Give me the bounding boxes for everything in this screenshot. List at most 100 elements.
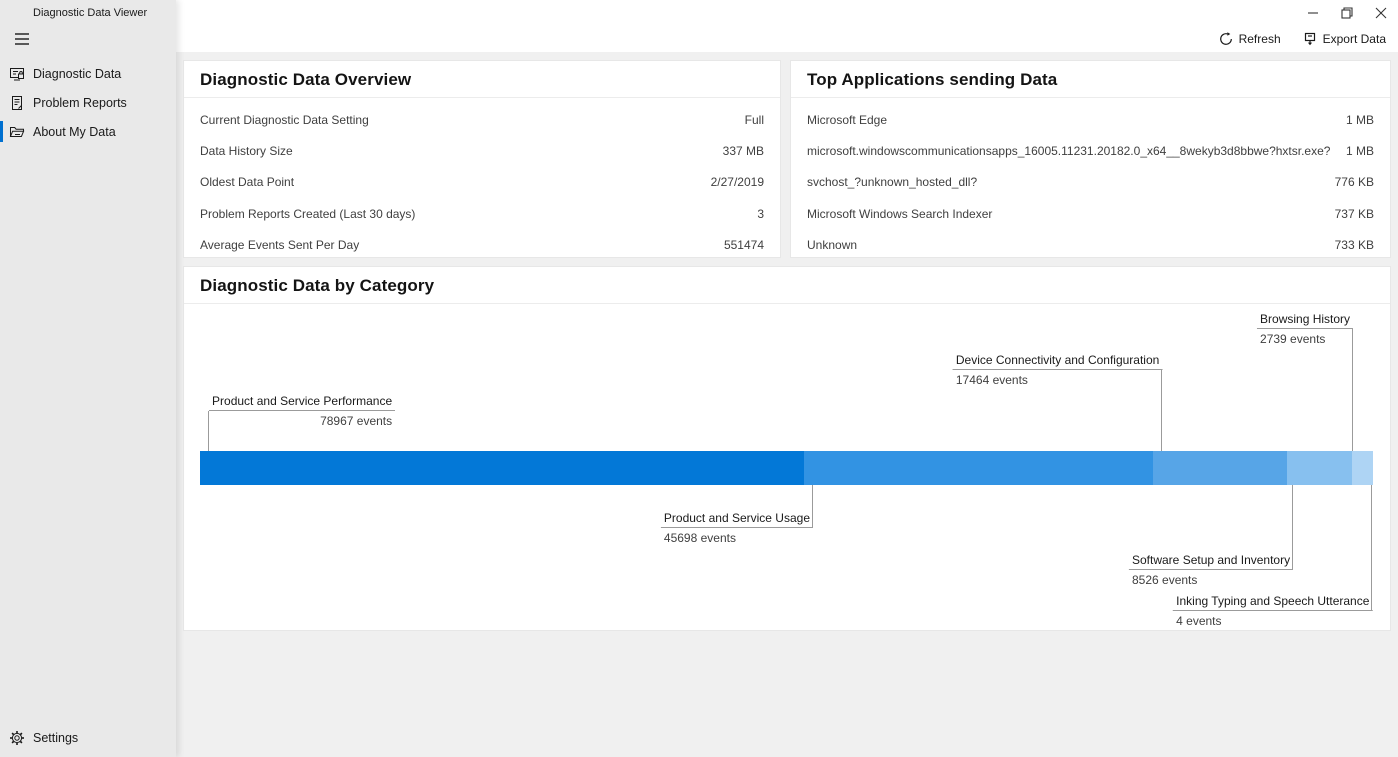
callout-category-label: Browsing History xyxy=(1257,312,1354,329)
callout-connector-line xyxy=(812,485,813,528)
row-value: 337 MB xyxy=(722,144,764,159)
bar-segment-product-and-service-usage[interactable] xyxy=(803,451,1154,485)
row-value: Full xyxy=(744,112,764,127)
callout-category-label: Product and Service Performance xyxy=(209,394,396,411)
window-controls xyxy=(1296,0,1398,26)
hamburger-menu-button[interactable] xyxy=(5,27,39,51)
table-row: Current Diagnostic Data Setting Full xyxy=(200,104,764,135)
table-row: Data History Size 337 MB xyxy=(200,135,764,166)
refresh-icon xyxy=(1219,32,1232,45)
cards-row: Diagnostic Data Overview Current Diagnos… xyxy=(183,60,1391,258)
export-data-icon xyxy=(1304,32,1315,46)
row-label: Average Events Sent Per Day xyxy=(200,238,360,253)
callout-events-count: 4 events xyxy=(1176,614,1222,628)
bar-segment-browsing-history[interactable] xyxy=(1351,451,1373,485)
command-bar: Refresh Export Data xyxy=(1215,27,1390,51)
row-label: Microsoft Edge xyxy=(807,112,888,127)
row-value: 1 MB xyxy=(1345,112,1374,127)
refresh-button[interactable]: Refresh xyxy=(1215,30,1285,48)
top-applications-card: Top Applications sending Data Microsoft … xyxy=(790,60,1391,258)
export-data-label: Export Data xyxy=(1322,32,1386,46)
main-area: Refresh Export Data Diagnostic Data Over… xyxy=(176,0,1398,757)
callout-category-label: Software Setup and Inventory xyxy=(1129,553,1294,570)
table-row: Average Events Sent Per Day 551474 xyxy=(200,230,764,261)
content: Diagnostic Data Overview Current Diagnos… xyxy=(183,60,1391,631)
sidebar-settings: Settings xyxy=(0,723,176,752)
card-title: Diagnostic Data Overview xyxy=(200,70,412,89)
row-label: Data History Size xyxy=(200,144,293,159)
card-title: Diagnostic Data by Category xyxy=(200,276,435,295)
table-row: Microsoft Edge 1 MB xyxy=(807,104,1374,135)
callout-category-label: Inking Typing and Speech Utterance xyxy=(1173,594,1373,611)
app-title: Diagnostic Data Viewer xyxy=(33,7,148,19)
sidebar-item-settings[interactable]: Settings xyxy=(0,723,176,752)
gear-icon xyxy=(10,730,24,745)
table-row: Unknown 733 KB xyxy=(807,230,1374,261)
callout-connector-line xyxy=(208,411,210,451)
overview-rows: Current Diagnostic Data Setting Full Data … xyxy=(184,98,780,261)
bar-segment-device-connectivity-and-configuration[interactable] xyxy=(1153,451,1287,485)
callout-connector-line xyxy=(1371,485,1373,611)
callout-connector-line xyxy=(1161,370,1163,451)
refresh-label: Refresh xyxy=(1238,32,1281,46)
close-icon xyxy=(1375,7,1387,19)
row-value: 2/27/2019 xyxy=(710,175,764,190)
row-label: Unknown xyxy=(807,238,858,253)
table-row: Oldest Data Point 2/27/2019 xyxy=(200,167,764,198)
chart-callout-browsing-history: Browsing History 2739 events xyxy=(1257,312,1354,346)
table-row: microsoft.windowscommunicationsapps_1600… xyxy=(807,135,1374,166)
problem-reports-icon xyxy=(12,95,22,110)
title-bar xyxy=(176,0,1398,52)
card-header: Top Applications sending Data xyxy=(791,61,1390,98)
row-label: Oldest Data Point xyxy=(200,175,295,190)
about-my-data-icon xyxy=(9,126,25,137)
minimize-icon xyxy=(1308,12,1318,14)
table-row: Problem Reports Created (Last 30 days) 3 xyxy=(200,198,764,229)
diagnostic-data-by-category-card: Diagnostic Data by Category Product and … xyxy=(183,266,1391,631)
sidebar-item-problem-reports[interactable]: Problem Reports xyxy=(0,88,176,117)
callout-category-label: Product and Service Usage xyxy=(660,511,813,528)
restore-icon xyxy=(1341,7,1353,19)
sidebar-item-label: About My Data xyxy=(33,124,116,139)
card-title: Top Applications sending Data xyxy=(807,70,1058,89)
diagnostic-data-icon xyxy=(10,67,24,80)
table-row: Microsoft Windows Search Indexer 737 KB xyxy=(807,198,1374,229)
callout-events-count: 2739 events xyxy=(1260,332,1326,346)
row-label: svchost_?unknown_hosted_dll? xyxy=(807,175,978,190)
card-header: Diagnostic Data Overview xyxy=(184,61,780,98)
close-button[interactable] xyxy=(1364,0,1398,26)
chart-callout-product-and-service-usage: Product and Service Usage 45698 events xyxy=(660,511,813,545)
card-header: Diagnostic Data by Category xyxy=(184,267,1390,304)
category-chart: Product and Service Performance 78967 eve… xyxy=(200,304,1373,631)
hamburger-icon xyxy=(15,33,29,45)
minimize-button[interactable] xyxy=(1296,0,1330,26)
stacked-bar xyxy=(200,451,1373,485)
callout-events-count: 78967 events xyxy=(320,414,393,428)
row-value: 737 KB xyxy=(1334,206,1374,221)
callout-events-count: 17464 events xyxy=(955,373,1028,387)
sidebar-item-about-my-data[interactable]: About My Data xyxy=(0,117,176,146)
sidebar-item-label: Problem Reports xyxy=(33,95,127,110)
callout-connector-line xyxy=(1352,329,1354,451)
bar-segment-product-and-service-performance[interactable] xyxy=(200,451,804,485)
callout-category-label: Device Connectivity and Configuration xyxy=(952,353,1163,370)
restore-button[interactable] xyxy=(1330,0,1364,26)
row-label: Current Diagnostic Data Setting xyxy=(200,112,369,127)
sidebar-item-diagnostic-data[interactable]: Diagnostic Data xyxy=(0,59,176,88)
bar-segment-software-setup-and-inventory[interactable] xyxy=(1286,451,1352,485)
sidebar: Diagnostic Data Viewer Diagnostic Data xyxy=(0,0,176,757)
callout-events-count: 8526 events xyxy=(1132,573,1198,587)
row-value: 776 KB xyxy=(1334,175,1374,190)
row-label: microsoft.windowscommunicationsapps_1600… xyxy=(807,144,1331,159)
chart-callout-product-and-service-performance: Product and Service Performance 78967 eve… xyxy=(209,394,396,428)
row-value: 733 KB xyxy=(1334,238,1374,253)
row-value: 551474 xyxy=(723,238,764,253)
sidebar-item-label: Diagnostic Data xyxy=(33,66,122,81)
chart-callout-inking-typing-and-speech-utterance: Inking Typing and Speech Utterance 4 even… xyxy=(1173,594,1373,628)
top-applications-rows: Microsoft Edge 1 MB microsoft.windowscommu… xyxy=(791,98,1390,261)
row-value: 1 MB xyxy=(1345,144,1374,159)
export-data-button[interactable]: Export Data xyxy=(1299,30,1390,48)
row-label: Microsoft Windows Search Indexer xyxy=(807,206,993,221)
row-label: Problem Reports Created (Last 30 days) xyxy=(200,206,416,221)
table-row: svchost_?unknown_hosted_dll? 776 KB xyxy=(807,167,1374,198)
